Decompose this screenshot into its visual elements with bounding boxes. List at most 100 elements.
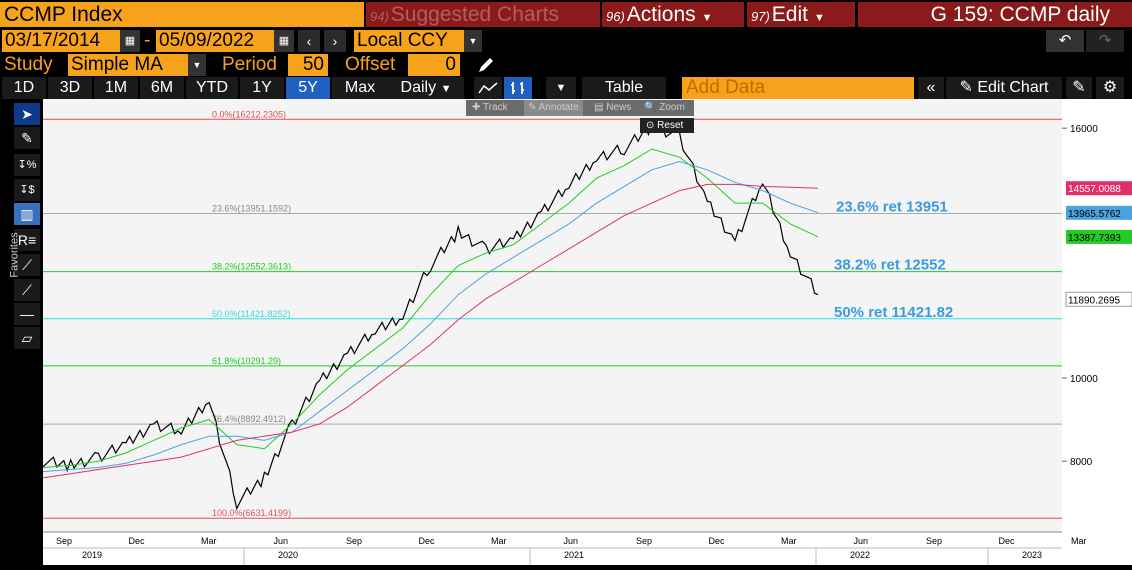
edit-chart-label: Edit Chart [977, 79, 1049, 96]
retracement-annotation-1: 38.2% ret 12552 [834, 257, 946, 274]
currency-select[interactable]: Local CCY [354, 30, 464, 52]
interval-select[interactable]: Daily ▼ [388, 77, 464, 99]
suggested-label: Suggested Charts [390, 3, 559, 26]
cursor-icon[interactable]: ➤ [14, 103, 40, 125]
ticker-field[interactable]: CCMP Index [0, 2, 364, 27]
reset-label: Reset [657, 120, 684, 131]
period-button-5y[interactable]: 5Y [286, 77, 330, 99]
study-type-select[interactable]: Simple MA [68, 54, 188, 76]
x-year-label: 2022 [850, 550, 870, 560]
trendline-icon[interactable]: ⟋ [14, 254, 40, 276]
chevron-down-icon[interactable]: ▼ [464, 30, 482, 52]
suggested-number: 94) [370, 9, 389, 24]
date-range-bar: 03/17/2014 ▦ - 05/09/2022 ▦ ‹ › Local CC… [0, 29, 1132, 53]
price-tag-3: 11890.2695 [1068, 295, 1121, 306]
start-date-field[interactable]: 03/17/2014 [2, 30, 120, 52]
x-month-label: Dec [129, 536, 146, 546]
line-chart-icon[interactable] [474, 77, 502, 99]
suggested-charts-button[interactable]: 94)Suggested Charts [366, 2, 600, 27]
actions-button[interactable]: 96)Actions ▼ [602, 2, 744, 27]
ma200-line [42, 183, 819, 479]
plot-background [43, 99, 1062, 532]
chevron-down-icon[interactable]: ▼ [546, 77, 576, 99]
x-month-label: Mar [201, 536, 217, 546]
x-month-label: Mar [781, 536, 797, 546]
x-year-label: 2020 [278, 550, 298, 560]
news-button[interactable]: ▤ News [594, 102, 632, 113]
calendar-icon[interactable]: ▦ [274, 30, 294, 52]
period-label: Period [222, 54, 277, 75]
interval-label: Daily [400, 79, 437, 96]
y-tick-label: 16000 [1070, 124, 1098, 135]
edit-icon[interactable]: ✎ [1066, 77, 1092, 99]
period-button-max[interactable]: Max [332, 77, 388, 99]
price-tag-0: 14557.0088 [1068, 184, 1121, 195]
collapse-icon[interactable]: « [918, 77, 944, 99]
period-button-1d[interactable]: 1D [2, 77, 46, 99]
edit-button[interactable]: 97)Edit ▼ [747, 2, 855, 27]
chevron-down-icon[interactable]: ▼ [188, 54, 206, 76]
interaction-mode-bar: ✚ Track ✎ Annotate ▤ News 🔍 Zoom [466, 100, 694, 116]
pencil-icon: ✎ [959, 79, 973, 96]
horizontal-line-icon[interactable]: — [14, 303, 40, 325]
annotate-label: Annotate [538, 102, 579, 113]
edit-chart-button[interactable]: ✎ Edit Chart [946, 77, 1062, 99]
chevron-down-icon: ▼ [813, 12, 825, 24]
x-month-label: Dec [419, 536, 436, 546]
channel-icon[interactable]: ▱ [14, 327, 40, 349]
offset-field[interactable]: 0 [408, 54, 460, 76]
x-month-label: Mar [1071, 536, 1087, 546]
title-bar: CCMP Index 94)Suggested Charts 96)Action… [0, 0, 1132, 29]
zoom-button[interactable]: 🔍 Zoom [644, 102, 685, 113]
x-month-label: Jun [564, 536, 579, 546]
x-month-label: Mar [491, 536, 507, 546]
redo-icon[interactable]: ↷ [1086, 30, 1124, 52]
track-button[interactable]: ✚ Track [472, 102, 508, 113]
x-month-label: Sep [56, 536, 72, 546]
x-month-label: Dec [709, 536, 726, 546]
x-year-label: 2021 [564, 550, 584, 560]
table-button[interactable]: Table [582, 77, 666, 99]
chevron-down-icon: ▼ [701, 12, 713, 24]
percent-tool-icon[interactable]: ↧% [14, 154, 40, 176]
zoom-label: Zoom [659, 102, 685, 113]
price-tag-1: 13965.5762 [1068, 209, 1121, 220]
next-arrow-icon[interactable]: › [324, 30, 346, 52]
chart-area[interactable]: 0.0%(16212.2305) 23.6%(13951.1592) 38.2%(1… [0, 99, 1132, 565]
period-button-1m[interactable]: 1M [94, 77, 138, 99]
fib-label-4: 61.8%(10291.29) [212, 356, 281, 366]
period-button-6m[interactable]: 6M [140, 77, 184, 99]
price-chart[interactable]: 0.0%(16212.2305) 23.6%(13951.1592) 38.2%(1… [0, 99, 1132, 565]
gear-icon[interactable]: ⚙ [1096, 77, 1124, 99]
add-data-input[interactable]: Add Data [682, 77, 914, 99]
price-tag-bg-3 [1065, 291, 1132, 307]
study-label: Study [4, 54, 53, 75]
x-month-label: Sep [636, 536, 652, 546]
previous-arrow-icon[interactable]: ‹ [298, 30, 320, 52]
x-month-label: Sep [346, 536, 362, 546]
undo-icon[interactable]: ↶ [1046, 30, 1084, 52]
favorites-label: Favorites [8, 232, 21, 278]
bar-chart-icon[interactable] [504, 77, 532, 99]
y-axis-panel [1062, 99, 1132, 565]
draw-line-icon[interactable]: ✎ [14, 127, 40, 149]
reset-button[interactable]: ⊙ Reset [640, 118, 694, 133]
drawing-toolbar: ➤ ✎ ↧% ↧$ ▥ R≡ ⟋ ⟋ — ▱ Favorites [0, 99, 43, 565]
period-button-ytd[interactable]: YTD [186, 77, 238, 99]
edit-label: Edit [771, 3, 808, 26]
news-label: News [606, 102, 632, 113]
annotate-button[interactable]: ✎ Annotate [524, 100, 583, 116]
edit-number: 97) [751, 9, 770, 24]
ray-icon[interactable]: ⟋ [14, 279, 40, 301]
price-line [42, 118, 819, 511]
period-button-3d[interactable]: 3D [48, 77, 92, 99]
retracement-icon[interactable]: R≡ [14, 229, 40, 251]
end-date-field[interactable]: 05/09/2022 [156, 30, 274, 52]
pencil-icon[interactable] [476, 55, 496, 75]
dollar-tool-icon[interactable]: ↧$ [14, 179, 40, 201]
calendar-icon[interactable]: ▦ [120, 30, 140, 52]
period-button-1y[interactable]: 1Y [240, 77, 284, 99]
period-field[interactable]: 50 [288, 54, 328, 76]
offset-label: Offset [345, 54, 396, 75]
bars-tool-icon[interactable]: ▥ [14, 203, 40, 225]
